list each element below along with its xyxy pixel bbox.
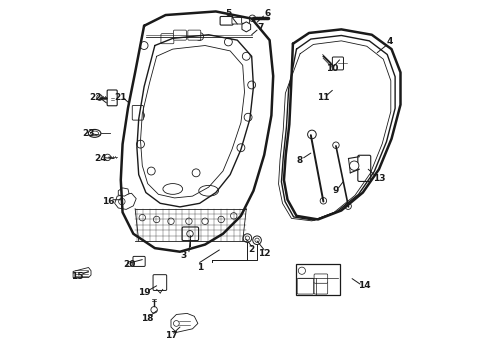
Circle shape bbox=[307, 130, 316, 139]
Circle shape bbox=[151, 307, 157, 313]
FancyBboxPatch shape bbox=[220, 17, 233, 25]
Circle shape bbox=[243, 234, 251, 242]
Text: 2: 2 bbox=[248, 246, 254, 255]
FancyBboxPatch shape bbox=[313, 282, 327, 294]
Circle shape bbox=[195, 33, 203, 41]
Text: 17: 17 bbox=[164, 332, 177, 341]
Circle shape bbox=[163, 35, 171, 42]
Text: 1: 1 bbox=[196, 264, 203, 273]
Text: 11: 11 bbox=[317, 93, 329, 102]
Circle shape bbox=[320, 198, 326, 204]
FancyBboxPatch shape bbox=[231, 18, 242, 24]
Text: 19: 19 bbox=[138, 288, 150, 297]
Text: 5: 5 bbox=[225, 9, 231, 18]
Circle shape bbox=[139, 215, 145, 221]
Text: 4: 4 bbox=[386, 37, 392, 46]
Circle shape bbox=[127, 261, 132, 266]
Circle shape bbox=[97, 95, 102, 100]
Text: 12: 12 bbox=[258, 249, 270, 258]
Circle shape bbox=[249, 15, 255, 22]
Circle shape bbox=[237, 144, 244, 152]
Circle shape bbox=[218, 216, 224, 223]
Circle shape bbox=[349, 161, 358, 170]
Circle shape bbox=[254, 238, 259, 242]
Text: 7: 7 bbox=[257, 23, 264, 32]
Text: 23: 23 bbox=[82, 129, 95, 138]
Circle shape bbox=[186, 230, 193, 237]
FancyBboxPatch shape bbox=[296, 264, 339, 295]
Circle shape bbox=[230, 213, 237, 219]
FancyBboxPatch shape bbox=[182, 227, 198, 240]
FancyBboxPatch shape bbox=[173, 30, 186, 40]
Circle shape bbox=[119, 198, 125, 205]
Circle shape bbox=[136, 112, 144, 120]
Circle shape bbox=[185, 218, 192, 225]
Circle shape bbox=[167, 218, 174, 225]
Text: 24: 24 bbox=[95, 154, 107, 163]
FancyBboxPatch shape bbox=[107, 90, 117, 106]
Circle shape bbox=[202, 218, 208, 225]
FancyBboxPatch shape bbox=[133, 256, 145, 266]
Circle shape bbox=[136, 140, 144, 148]
Text: 6: 6 bbox=[264, 9, 270, 18]
FancyBboxPatch shape bbox=[313, 274, 327, 283]
Ellipse shape bbox=[88, 130, 101, 137]
Circle shape bbox=[244, 236, 249, 240]
FancyBboxPatch shape bbox=[153, 275, 166, 291]
Circle shape bbox=[153, 216, 160, 223]
Circle shape bbox=[192, 169, 200, 177]
Text: 16: 16 bbox=[102, 197, 114, 206]
FancyBboxPatch shape bbox=[132, 105, 143, 120]
Polygon shape bbox=[73, 267, 91, 278]
Text: 13: 13 bbox=[372, 174, 385, 183]
Circle shape bbox=[173, 320, 179, 326]
Text: 21: 21 bbox=[114, 93, 127, 102]
Text: 18: 18 bbox=[141, 314, 154, 323]
Polygon shape bbox=[118, 188, 129, 196]
FancyBboxPatch shape bbox=[241, 18, 249, 23]
Polygon shape bbox=[115, 193, 136, 210]
FancyBboxPatch shape bbox=[357, 155, 370, 181]
Text: 10: 10 bbox=[325, 64, 338, 73]
Text: 8: 8 bbox=[296, 156, 303, 165]
Circle shape bbox=[344, 203, 351, 210]
Text: 3: 3 bbox=[180, 251, 186, 260]
FancyBboxPatch shape bbox=[161, 34, 174, 44]
Text: 22: 22 bbox=[89, 93, 102, 102]
FancyBboxPatch shape bbox=[297, 278, 313, 294]
Circle shape bbox=[224, 38, 232, 46]
FancyBboxPatch shape bbox=[187, 30, 201, 40]
Circle shape bbox=[242, 52, 250, 60]
Circle shape bbox=[252, 236, 261, 244]
Text: 9: 9 bbox=[332, 186, 339, 195]
Text: 20: 20 bbox=[123, 260, 136, 269]
Circle shape bbox=[104, 154, 110, 161]
Circle shape bbox=[298, 267, 305, 274]
FancyBboxPatch shape bbox=[332, 57, 343, 70]
Text: 14: 14 bbox=[358, 281, 370, 290]
Circle shape bbox=[247, 81, 255, 89]
Circle shape bbox=[140, 41, 148, 49]
Circle shape bbox=[244, 113, 251, 121]
Circle shape bbox=[332, 142, 339, 148]
Text: 15: 15 bbox=[71, 272, 84, 281]
Polygon shape bbox=[171, 314, 198, 332]
Circle shape bbox=[147, 167, 155, 175]
